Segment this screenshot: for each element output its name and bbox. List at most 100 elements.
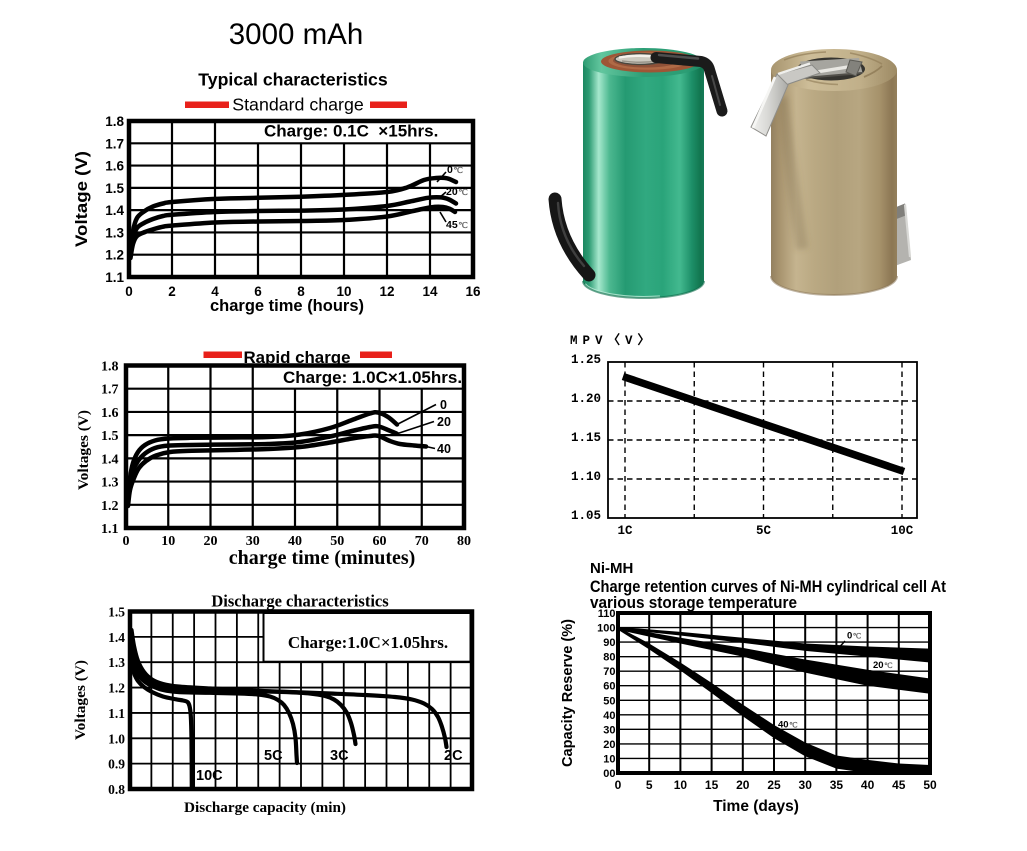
svg-text:1.6: 1.6	[101, 406, 119, 421]
svg-text:35: 35	[830, 778, 844, 792]
svg-text:15: 15	[705, 778, 719, 792]
svg-text:50: 50	[923, 778, 937, 792]
svg-text:Charge: 0.1C ×15hrs.: Charge: 0.1C ×15hrs.	[264, 122, 438, 141]
svg-text:1.5: 1.5	[101, 429, 119, 444]
svg-text:0: 0	[440, 398, 447, 412]
svg-text:20: 20	[736, 778, 750, 792]
svg-text:30: 30	[799, 778, 813, 792]
svg-text:20℃: 20℃	[873, 660, 893, 671]
svg-text:Typical characteristics: Typical characteristics	[198, 70, 388, 90]
svg-text:20: 20	[204, 534, 218, 549]
svg-text:Voltages (V): Voltages (V)	[76, 410, 92, 490]
svg-text:0.9: 0.9	[108, 757, 125, 772]
svg-text:5C: 5C	[756, 524, 772, 538]
svg-text:Capacity Reserve (%): Capacity Reserve (%)	[560, 619, 576, 767]
svg-text:45: 45	[892, 778, 906, 792]
svg-text:1.6: 1.6	[105, 159, 124, 174]
svg-text:Charge:1.0C×1.05hrs.: Charge:1.0C×1.05hrs.	[288, 633, 448, 652]
svg-text:14: 14	[422, 284, 438, 299]
svg-text:12: 12	[379, 284, 394, 299]
svg-text:1.1: 1.1	[101, 522, 119, 537]
svg-text:1.05: 1.05	[571, 509, 601, 523]
svg-text:1.7: 1.7	[105, 136, 124, 151]
svg-text:MPV〈V〉: MPV〈V〉	[570, 332, 655, 348]
svg-text:0: 0	[125, 284, 133, 299]
svg-text:80: 80	[603, 652, 615, 664]
svg-text:1.4: 1.4	[101, 452, 119, 467]
svg-text:6: 6	[254, 284, 262, 299]
svg-text:5C: 5C	[264, 748, 283, 764]
svg-text:1.0: 1.0	[108, 731, 125, 746]
svg-text:1.2: 1.2	[108, 681, 125, 696]
svg-text:2: 2	[168, 284, 176, 299]
svg-text:1.15: 1.15	[571, 431, 601, 445]
svg-text:1.3: 1.3	[108, 655, 125, 670]
svg-text:1.5: 1.5	[105, 181, 124, 196]
svg-text:1.8: 1.8	[105, 114, 124, 129]
svg-text:1.8: 1.8	[101, 360, 119, 375]
svg-text:Voltage (V): Voltage (V)	[73, 151, 91, 247]
svg-text:60: 60	[373, 534, 387, 549]
svg-text:0.8: 0.8	[108, 782, 125, 797]
svg-text:1.2: 1.2	[101, 499, 119, 514]
svg-text:00: 00	[603, 768, 615, 780]
svg-text:8: 8	[297, 284, 305, 299]
svg-text:50: 50	[330, 534, 344, 549]
svg-text:30: 30	[603, 724, 615, 736]
svg-text:Discharge capacity (min): Discharge capacity (min)	[184, 799, 346, 816]
svg-text:Rapid charge: Rapid charge	[243, 348, 350, 367]
svg-text:Charge retention curves of Ni-: Charge retention curves of Ni-MH cylindr…	[590, 578, 946, 596]
svg-text:Time (days): Time (days)	[713, 798, 799, 815]
svg-text:10: 10	[674, 778, 688, 792]
svg-text:10: 10	[336, 284, 351, 299]
svg-text:1.1: 1.1	[105, 270, 124, 285]
svg-text:20: 20	[603, 739, 615, 751]
svg-text:10C: 10C	[196, 768, 223, 784]
svg-text:50: 50	[603, 695, 615, 707]
svg-text:20: 20	[437, 415, 451, 429]
svg-text:10: 10	[603, 753, 615, 765]
svg-text:40: 40	[861, 778, 875, 792]
svg-text:Discharge characteristics: Discharge characteristics	[211, 592, 389, 611]
svg-text:10C: 10C	[891, 524, 914, 538]
svg-text:90: 90	[603, 637, 615, 649]
svg-text:25: 25	[767, 778, 781, 792]
svg-text:0: 0	[615, 778, 622, 792]
svg-text:70: 70	[603, 666, 615, 678]
svg-text:1.10: 1.10	[571, 470, 601, 484]
svg-text:charge time (hours): charge time (hours)	[210, 297, 364, 315]
svg-text:5: 5	[646, 778, 653, 792]
svg-text:4: 4	[211, 284, 219, 299]
svg-text:Standard charge: Standard charge	[232, 95, 364, 115]
svg-text:30: 30	[246, 534, 260, 549]
svg-text:3C: 3C	[330, 748, 349, 764]
svg-text:1.4: 1.4	[108, 630, 125, 645]
svg-text:40℃: 40℃	[778, 720, 798, 731]
svg-text:1.3: 1.3	[105, 225, 124, 240]
svg-text:40: 40	[288, 534, 302, 549]
svg-text:1.3: 1.3	[101, 476, 119, 491]
svg-text:1.2: 1.2	[105, 248, 124, 263]
svg-text:1.5: 1.5	[108, 605, 125, 620]
svg-text:16: 16	[465, 284, 481, 299]
svg-text:1C: 1C	[617, 524, 633, 538]
svg-text:various storage temperature: various storage temperature	[590, 594, 797, 612]
svg-text:40: 40	[603, 710, 615, 722]
svg-text:40: 40	[437, 442, 451, 456]
svg-text:Voltages (V): Voltages (V)	[73, 660, 89, 740]
svg-text:2C: 2C	[444, 748, 463, 764]
svg-text:80: 80	[457, 534, 471, 549]
svg-text:10: 10	[161, 534, 175, 549]
svg-text:60: 60	[603, 681, 615, 693]
svg-text:70: 70	[415, 534, 429, 549]
svg-text:Charge: 1.0C×1.05hrs.: Charge: 1.0C×1.05hrs.	[283, 368, 462, 387]
svg-text:45℃: 45℃	[446, 219, 468, 231]
svg-text:0℃: 0℃	[447, 164, 463, 176]
svg-text:1.20: 1.20	[571, 392, 601, 406]
svg-text:1.4: 1.4	[105, 203, 124, 218]
svg-text:charge time (minutes): charge time (minutes)	[229, 547, 416, 569]
svg-text:1.25: 1.25	[571, 353, 601, 367]
svg-text:0: 0	[123, 534, 130, 549]
svg-text:0℃: 0℃	[847, 631, 862, 642]
svg-text:3000 mAh: 3000 mAh	[229, 18, 363, 51]
